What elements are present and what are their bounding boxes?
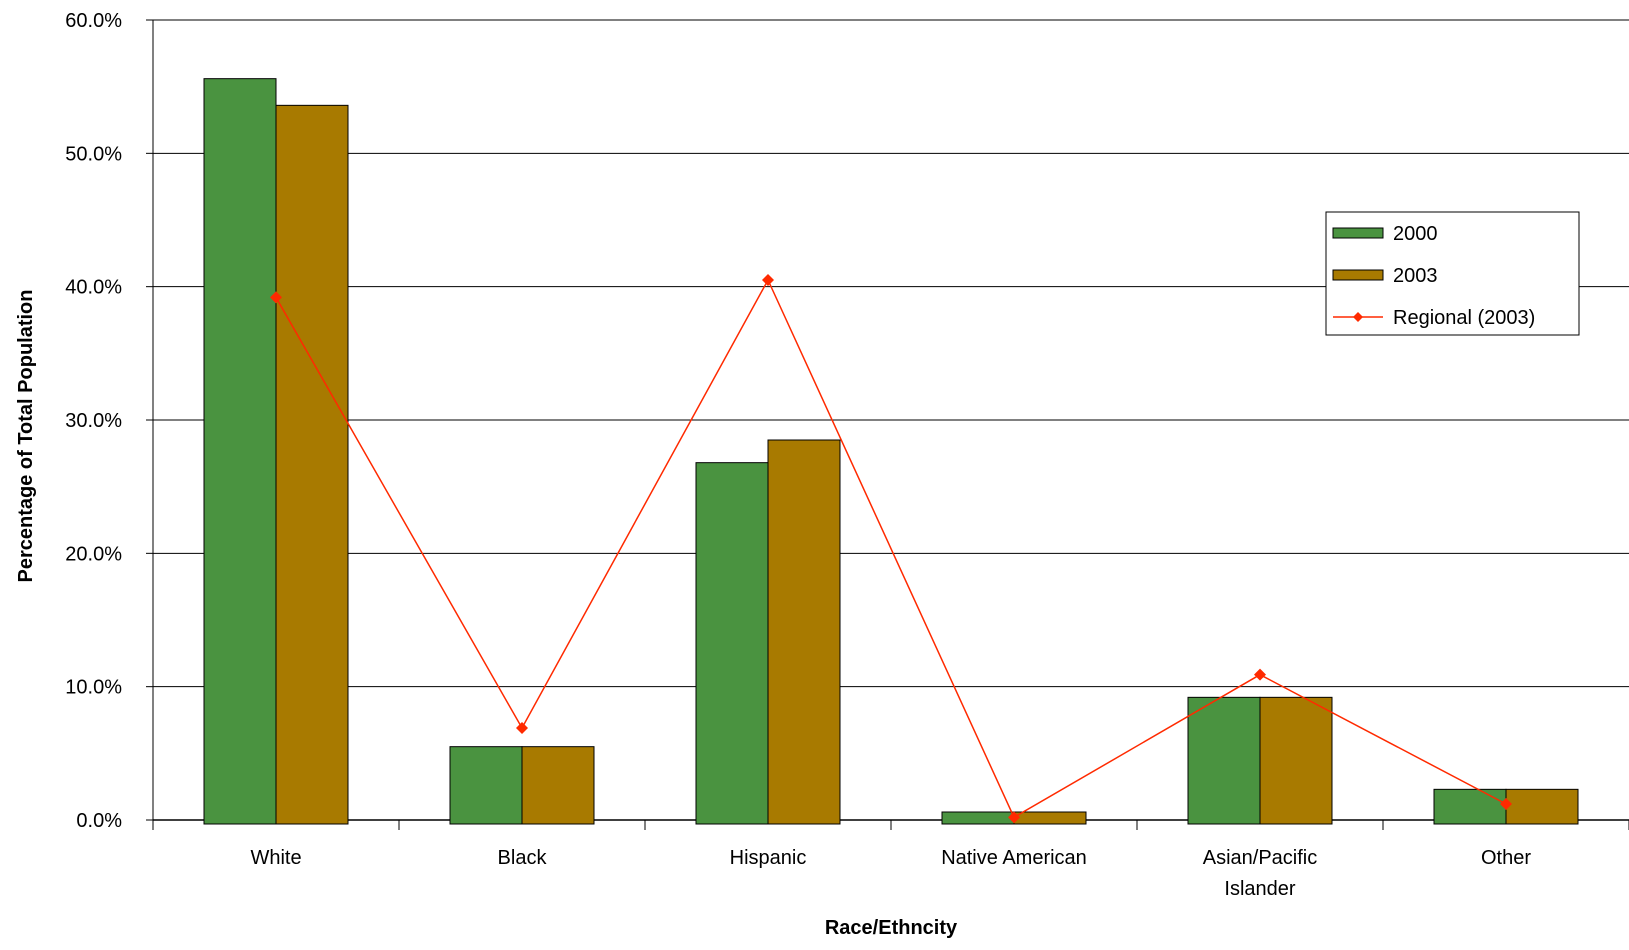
y-tick-label: 40.0% bbox=[65, 277, 122, 299]
legend-swatch bbox=[1332, 269, 1384, 281]
bar-2003 bbox=[1505, 788, 1579, 825]
legend-label: 2000 bbox=[1393, 223, 1438, 245]
x-tick-label: Black bbox=[498, 847, 548, 869]
gridlines bbox=[153, 19, 1629, 821]
legend-marker bbox=[1353, 312, 1363, 322]
bars bbox=[203, 78, 1579, 825]
y-tick-label: 10.0% bbox=[65, 677, 122, 699]
bar-2003 bbox=[521, 746, 595, 825]
y-axis-title: Percentage of Total Population bbox=[15, 290, 37, 583]
line-point bbox=[516, 722, 528, 734]
x-tick-label: Other bbox=[1481, 847, 1531, 869]
bar-2003 bbox=[767, 439, 841, 825]
bar-2000 bbox=[1187, 696, 1261, 825]
y-tick-label: 0.0% bbox=[76, 810, 122, 832]
line-point bbox=[762, 274, 774, 286]
bar-2000 bbox=[449, 746, 523, 825]
line-point bbox=[270, 291, 282, 304]
x-tick-label: Hispanic bbox=[730, 847, 807, 869]
y-tick-label: 20.0% bbox=[65, 543, 122, 565]
y-tick-label: 50.0% bbox=[65, 143, 122, 165]
tick-labels: 0.0% 10.0% 20.0% 30.0% 40.0% 50.0% 60.0% White B… bbox=[65, 10, 1531, 900]
legend-swatch bbox=[1332, 227, 1384, 239]
x-tick-label: White bbox=[250, 847, 301, 869]
bar-2003 bbox=[275, 104, 349, 825]
x-tick-label: Asian/Pacific Islander bbox=[1203, 847, 1318, 900]
bar-2003 bbox=[1013, 811, 1087, 825]
x-tick-label: Native American bbox=[941, 847, 1087, 869]
legend-label: Regional (2003) bbox=[1393, 307, 1535, 329]
line-point bbox=[1008, 811, 1020, 824]
line-point bbox=[1500, 798, 1512, 810]
line-point bbox=[1254, 668, 1266, 681]
bar-2000 bbox=[941, 811, 1015, 825]
legend-label: 2003 bbox=[1393, 265, 1438, 287]
regional-line bbox=[270, 274, 1512, 824]
bar-2003 bbox=[1259, 696, 1333, 825]
bar-2000 bbox=[695, 462, 769, 825]
legend: 2000 2003 Regional (2003) bbox=[1325, 211, 1580, 336]
bar-2000 bbox=[203, 78, 277, 825]
axes bbox=[146, 19, 1629, 830]
bar-2000 bbox=[1433, 788, 1507, 825]
x-axis-title: Race/Ethncity bbox=[825, 917, 958, 939]
line-Regional (2003) bbox=[275, 278, 1507, 819]
y-tick-label: 30.0% bbox=[65, 410, 122, 432]
y-tick-label: 60.0% bbox=[65, 10, 122, 32]
